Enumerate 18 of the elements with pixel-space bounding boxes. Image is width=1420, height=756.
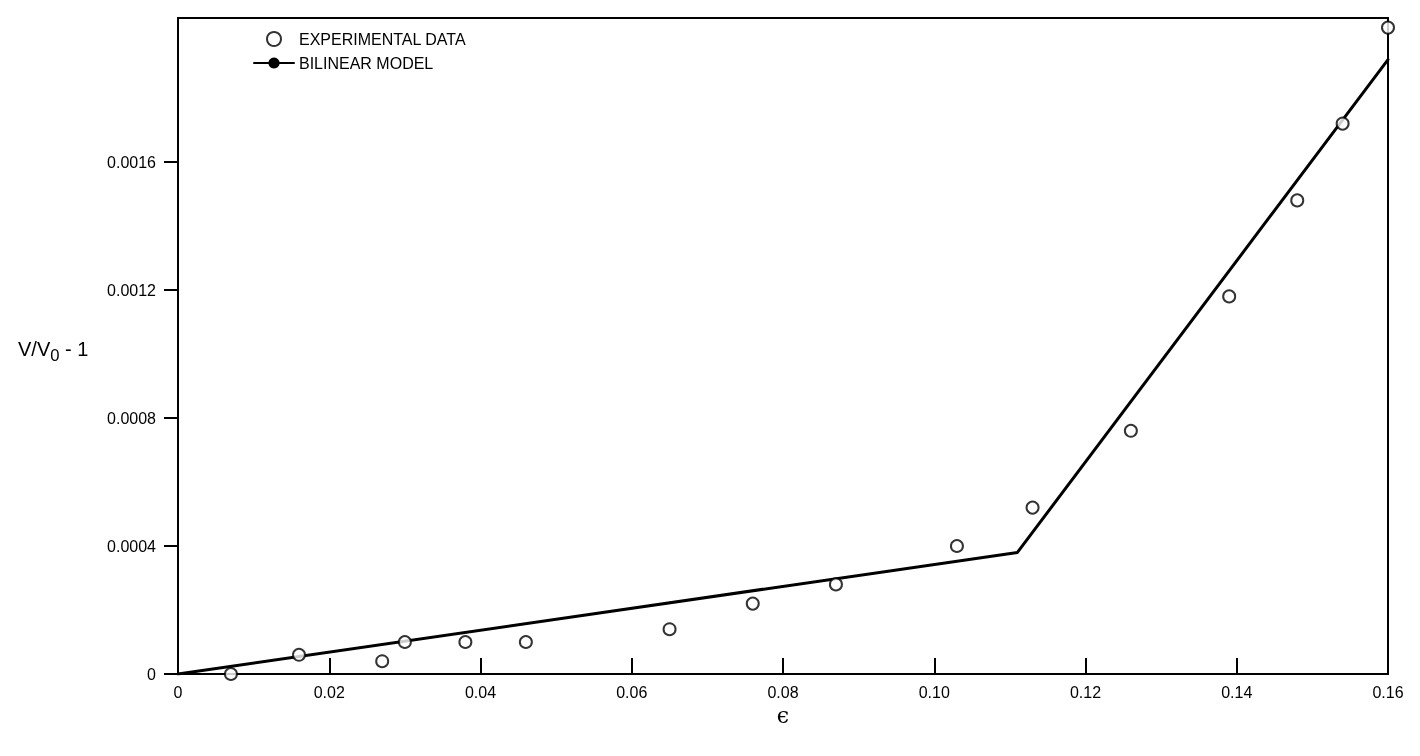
x-tick-label: 0.10: [918, 683, 950, 701]
x-tick-label: 0.14: [1221, 683, 1253, 701]
x-axis-title: ϵ: [776, 703, 790, 729]
x-tick-label: 0.16: [1372, 683, 1404, 701]
x-tick-label: 0.04: [464, 683, 497, 701]
x-tick-label: 0.02: [313, 683, 345, 701]
y-tick-label: 0.0016: [107, 153, 157, 171]
y-axis-title: V/V$_{0}$ - 1: [18, 338, 89, 366]
x-tick-label: 0.06: [616, 683, 648, 701]
y-tick-label: 0.0012: [107, 281, 157, 299]
x-tick-label: 0.08: [767, 683, 799, 701]
x-tick-label: 0.12: [1069, 683, 1102, 701]
y-tick-label: 0.0008: [107, 409, 157, 427]
legend-label: BILINEAR MODEL: [299, 54, 434, 72]
legend-label: EXPERIMENTAL DATA: [299, 30, 466, 48]
y-tick-label: 0.0004: [107, 537, 157, 555]
x-tick-label: 0: [173, 683, 183, 701]
y-tick-label: 0: [147, 665, 157, 683]
